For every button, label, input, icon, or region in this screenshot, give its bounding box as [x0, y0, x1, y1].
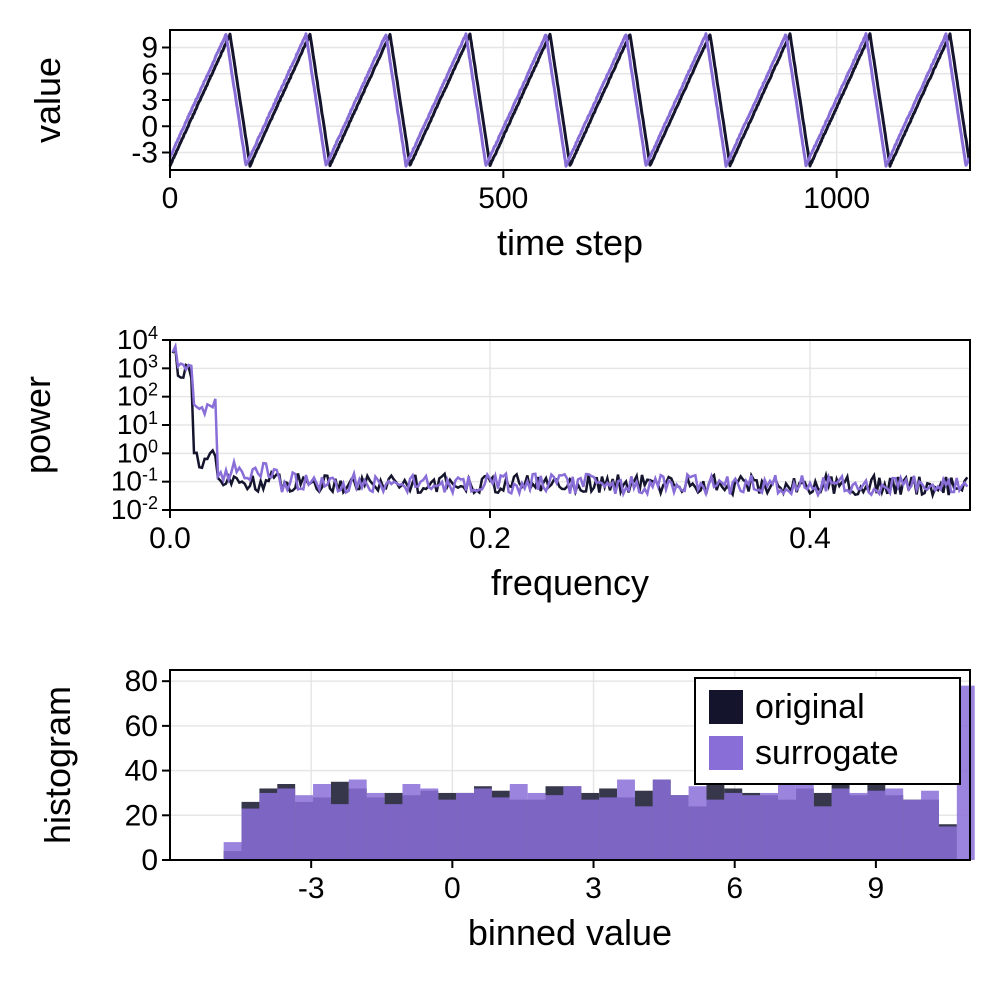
hist-bar-surrogate: [671, 795, 689, 860]
hist-bar-surrogate: [903, 800, 921, 860]
hist-bar-surrogate: [778, 784, 796, 860]
hist-bar-surrogate: [510, 784, 528, 860]
hist-bar-surrogate: [563, 786, 581, 860]
svg-text:9: 9: [868, 872, 885, 905]
hist-bar-surrogate: [224, 842, 242, 860]
svg-text:100: 100: [117, 436, 158, 468]
svg-text:1000: 1000: [803, 182, 870, 215]
hist-bar-surrogate: [832, 788, 850, 860]
svg-text:102: 102: [117, 380, 158, 412]
hist-bar-surrogate: [706, 800, 724, 860]
svg-text:0.4: 0.4: [789, 522, 831, 555]
svg-text:103: 103: [117, 351, 158, 383]
hist-bar-surrogate: [313, 784, 331, 860]
hist-bar-surrogate: [760, 793, 778, 860]
bot-ylabel: histogram: [37, 686, 78, 844]
top-ylabel: value: [27, 57, 68, 143]
hist-bar-surrogate: [653, 780, 671, 860]
hist-bar-surrogate: [742, 795, 760, 860]
figure-svg: 05001000-30369time stepvalue0.00.20.410-…: [0, 0, 1000, 1000]
hist-bar-surrogate: [617, 780, 635, 860]
hist-bar-surrogate: [242, 809, 260, 860]
svg-text:0.0: 0.0: [149, 522, 191, 555]
svg-text:-3: -3: [298, 872, 325, 905]
legend-label-original: original: [755, 688, 865, 726]
svg-text:3: 3: [585, 872, 602, 905]
legend-label-surrogate: surrogate: [755, 734, 899, 772]
svg-text:10-2: 10-2: [111, 493, 158, 525]
legend-swatch-original: [709, 690, 743, 724]
hist-bar-surrogate: [885, 788, 903, 860]
hist-bar-surrogate: [939, 826, 957, 860]
svg-text:500: 500: [478, 182, 528, 215]
hist-bar-surrogate: [599, 797, 617, 860]
hist-bar-surrogate: [724, 793, 742, 860]
hist-bar-surrogate: [635, 806, 653, 860]
bot-xlabel: binned value: [468, 912, 672, 953]
svg-text:104: 104: [117, 323, 158, 355]
svg-text:80: 80: [125, 665, 158, 698]
hist-bar-surrogate: [921, 791, 939, 860]
svg-text:6: 6: [726, 872, 743, 905]
hist-bar-surrogate: [385, 804, 403, 860]
svg-text:20: 20: [125, 799, 158, 832]
hist-bar-surrogate: [814, 806, 832, 860]
hist-bar-surrogate: [349, 780, 367, 860]
svg-text:101: 101: [117, 408, 158, 440]
hist-bar-surrogate: [850, 793, 868, 860]
hist-bar-surrogate: [689, 786, 707, 860]
svg-text:40: 40: [125, 755, 158, 788]
hist-bar-surrogate: [438, 800, 456, 860]
hist-bar-surrogate: [581, 800, 599, 860]
svg-text:60: 60: [125, 710, 158, 743]
hist-bar-surrogate: [259, 793, 277, 860]
top-xlabel: time step: [497, 222, 643, 263]
hist-bar-surrogate: [331, 804, 349, 860]
hist-bar-surrogate: [295, 795, 313, 860]
svg-text:10-1: 10-1: [111, 465, 158, 497]
legend-swatch-surrogate: [709, 736, 743, 770]
hist-bar-surrogate: [796, 784, 814, 860]
hist-bar-surrogate: [420, 788, 438, 860]
svg-text:0: 0: [162, 182, 179, 215]
hist-bar-surrogate: [367, 793, 385, 860]
svg-text:9: 9: [141, 32, 158, 65]
hist-bar-surrogate: [402, 784, 420, 860]
hist-bar-surrogate: [474, 788, 492, 860]
svg-text:0: 0: [444, 872, 461, 905]
hist-bar-surrogate: [546, 795, 564, 860]
mid-xlabel: frequency: [491, 562, 649, 603]
hist-bar-surrogate: [456, 793, 474, 860]
hist-bar-surrogate: [277, 788, 295, 860]
hist-bar-surrogate: [492, 797, 510, 860]
hist-bar-surrogate: [867, 791, 885, 860]
mid-ylabel: power: [17, 376, 58, 474]
svg-text:0: 0: [141, 844, 158, 877]
hist-bar-surrogate: [528, 793, 546, 860]
svg-text:0.2: 0.2: [469, 522, 511, 555]
